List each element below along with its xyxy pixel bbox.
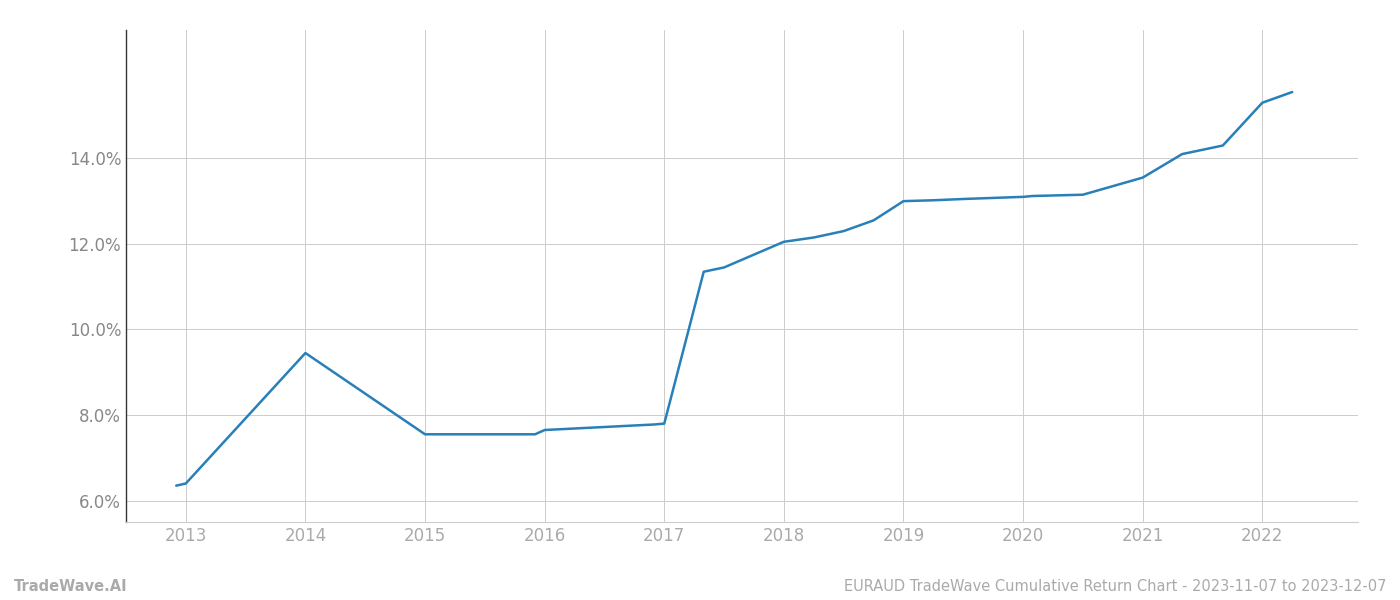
Text: EURAUD TradeWave Cumulative Return Chart - 2023-11-07 to 2023-12-07: EURAUD TradeWave Cumulative Return Chart… bbox=[843, 579, 1386, 594]
Text: TradeWave.AI: TradeWave.AI bbox=[14, 579, 127, 594]
